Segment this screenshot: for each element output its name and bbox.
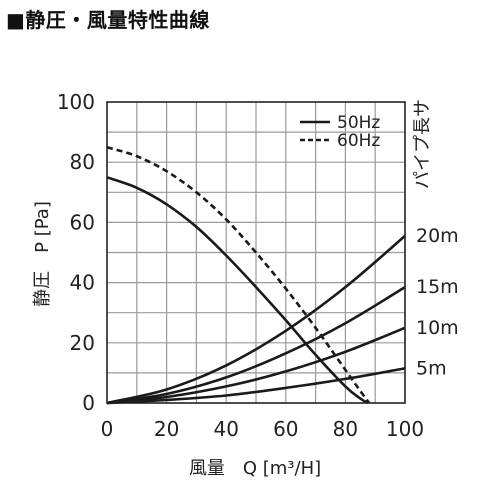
- x-tick-label: 60: [273, 417, 298, 441]
- legend-label-50Hz: 50Hz: [337, 113, 380, 133]
- y-tick-label: 40: [70, 271, 95, 295]
- chart-title: ■静圧・風量特性曲線: [6, 8, 210, 32]
- x-tick-label: 100: [386, 417, 424, 441]
- labels: 20m 15m 10m 5m 0 20 40 60 80 100 0 20 40 60 80 100 風量 Q …: [32, 90, 459, 479]
- pipe-label-10m: 10m: [416, 317, 459, 339]
- pipe-label-20m: 20m: [416, 225, 459, 247]
- y-tick-label: 0: [82, 391, 95, 415]
- x-axis-label: 風量 Q [m³/H]: [189, 458, 321, 479]
- x-tick-label: 0: [101, 417, 114, 441]
- fan-curve-50Hz: [106, 176, 369, 405]
- y-tick-label: 100: [57, 90, 95, 114]
- y-tick-label: 60: [70, 210, 95, 234]
- fan-curve-60Hz: [106, 145, 371, 404]
- pipe-label-5m: 5m: [416, 357, 447, 379]
- legend-label-60Hz: 60Hz: [337, 131, 380, 151]
- x-tick-label: 80: [333, 417, 358, 441]
- y-tick-label: 80: [70, 150, 95, 174]
- pipe-curve-15m: [106, 285, 406, 405]
- y-axis-label: 静圧 P [Pa]: [32, 201, 53, 307]
- right-axis-label: パイプ長サ: [412, 99, 433, 189]
- pipe-label-15m: 15m: [416, 276, 459, 298]
- x-tick-label: 20: [154, 417, 179, 441]
- plot-frame: [106, 101, 406, 404]
- x-tick-label: 40: [213, 417, 238, 441]
- curves: [106, 145, 406, 405]
- y-tick-label: 20: [70, 331, 95, 355]
- pipe-curve-20m: [106, 234, 406, 405]
- pipe-curve-10m: [106, 326, 406, 405]
